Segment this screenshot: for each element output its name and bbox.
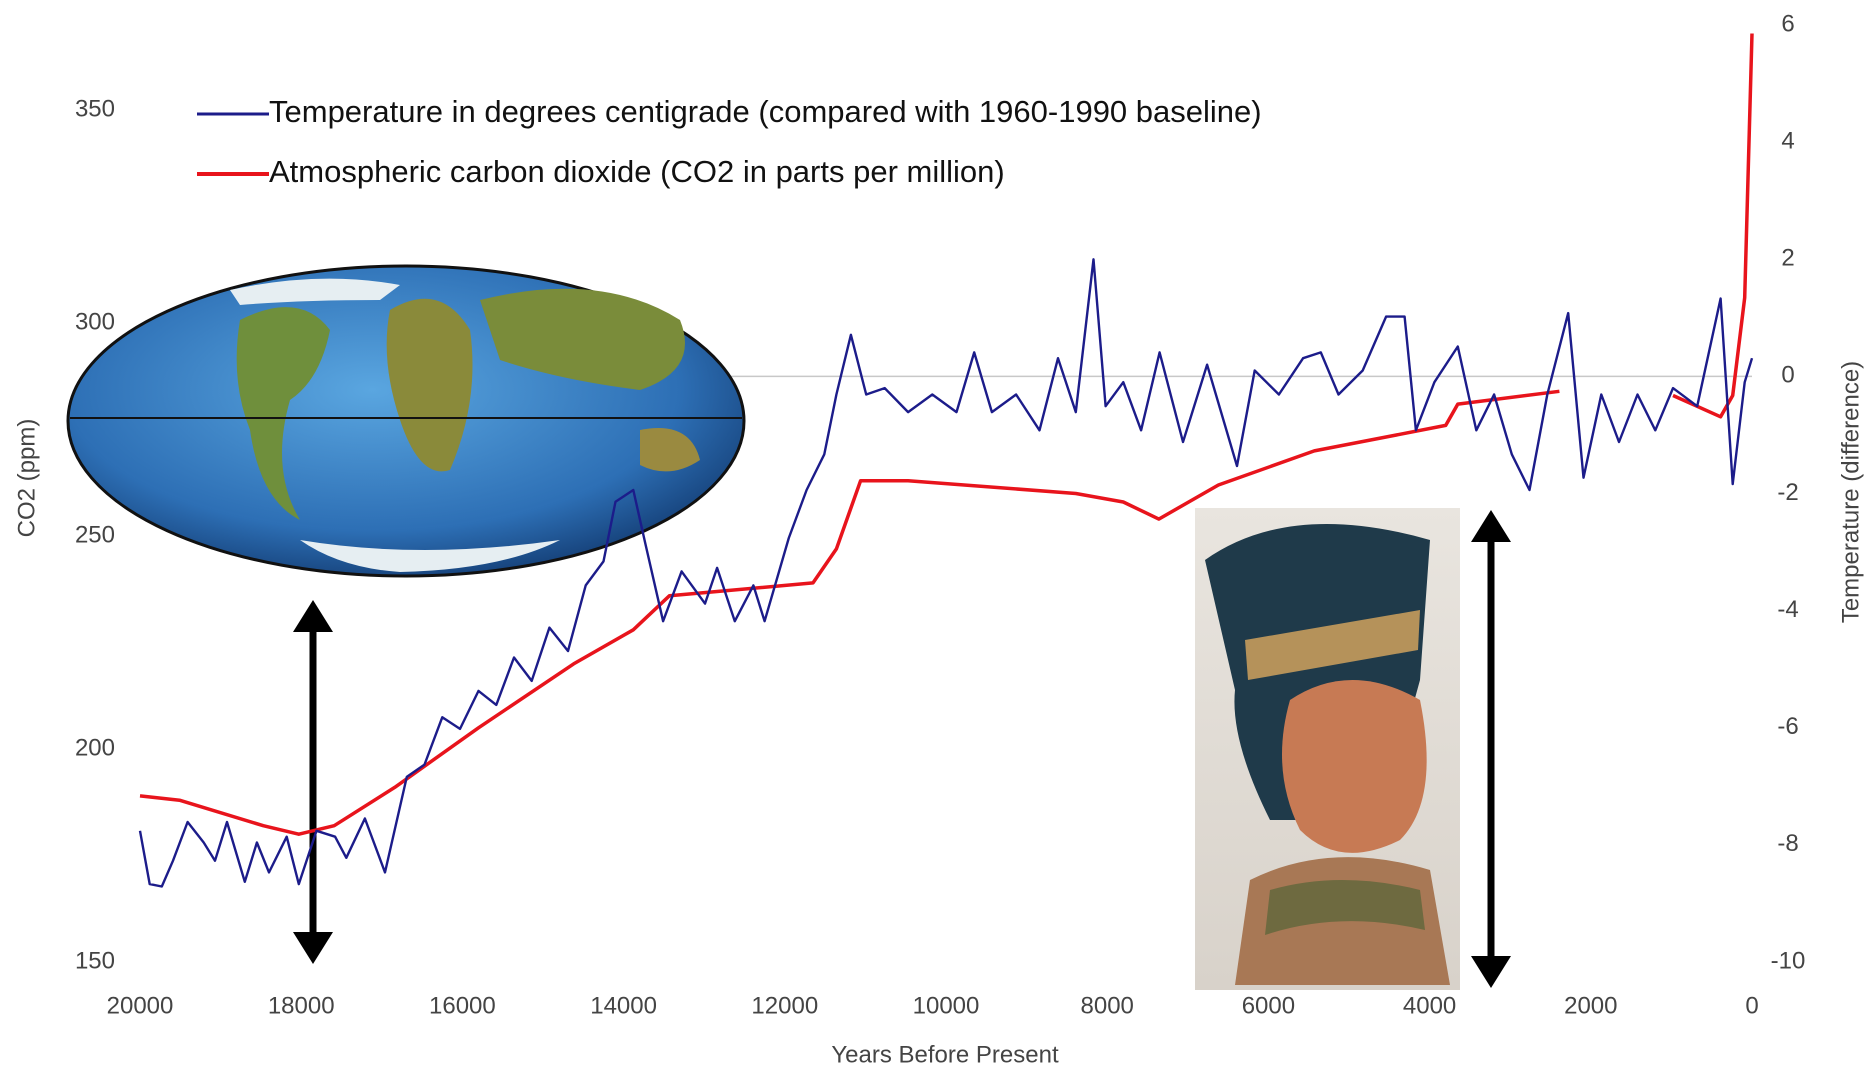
- x-tick-label: 8000: [1081, 992, 1134, 1019]
- globe-image: [66, 264, 746, 578]
- x-tick-label: 14000: [590, 992, 657, 1019]
- x-tick-label: 12000: [751, 992, 818, 1019]
- y2-tick-label: -6: [1777, 713, 1798, 740]
- x-tick-label: 4000: [1403, 992, 1456, 1019]
- x-tick-label: 10000: [913, 992, 980, 1019]
- legend-text: Atmospheric carbon dioxide (CO2 in parts…: [269, 154, 1005, 189]
- series-line: [139, 33, 1754, 836]
- y2-tick-label: -4: [1777, 596, 1798, 623]
- series-line: [138, 258, 1754, 888]
- y2-tick-label: 4: [1781, 127, 1794, 154]
- bust-image: [1195, 508, 1460, 990]
- x-tick-label: 6000: [1242, 992, 1295, 1019]
- y2-tick-label: 2: [1781, 245, 1794, 272]
- x-tick-label: 20000: [107, 992, 174, 1019]
- y2-tick-label: -10: [1771, 947, 1806, 974]
- y-tick-label: 250: [75, 521, 115, 548]
- y2-tick-label: 6: [1781, 10, 1794, 37]
- y2-tick-label: 0: [1781, 362, 1794, 389]
- x-tick-label: 0: [1745, 992, 1758, 1019]
- y-tick-label: 300: [75, 308, 115, 335]
- y2-tick-label: -2: [1777, 479, 1798, 506]
- legend-text: Temperature in degrees centigrade (compa…: [269, 94, 1262, 129]
- y2-tick-label: -8: [1777, 830, 1798, 857]
- y-axis-title: CO2 (ppm): [13, 419, 40, 538]
- y-tick-label: 150: [75, 947, 115, 974]
- x-axis-title: Years Before Present: [831, 1041, 1059, 1068]
- x-tick-label: 2000: [1564, 992, 1617, 1019]
- y-tick-label: 350: [75, 96, 115, 123]
- arrows: [293, 510, 1511, 988]
- y2-axis-title: Temperature (difference): [1837, 361, 1864, 623]
- y-tick-label: 200: [75, 734, 115, 761]
- x-tick-label: 16000: [429, 992, 496, 1019]
- x-tick-label: 18000: [268, 992, 335, 1019]
